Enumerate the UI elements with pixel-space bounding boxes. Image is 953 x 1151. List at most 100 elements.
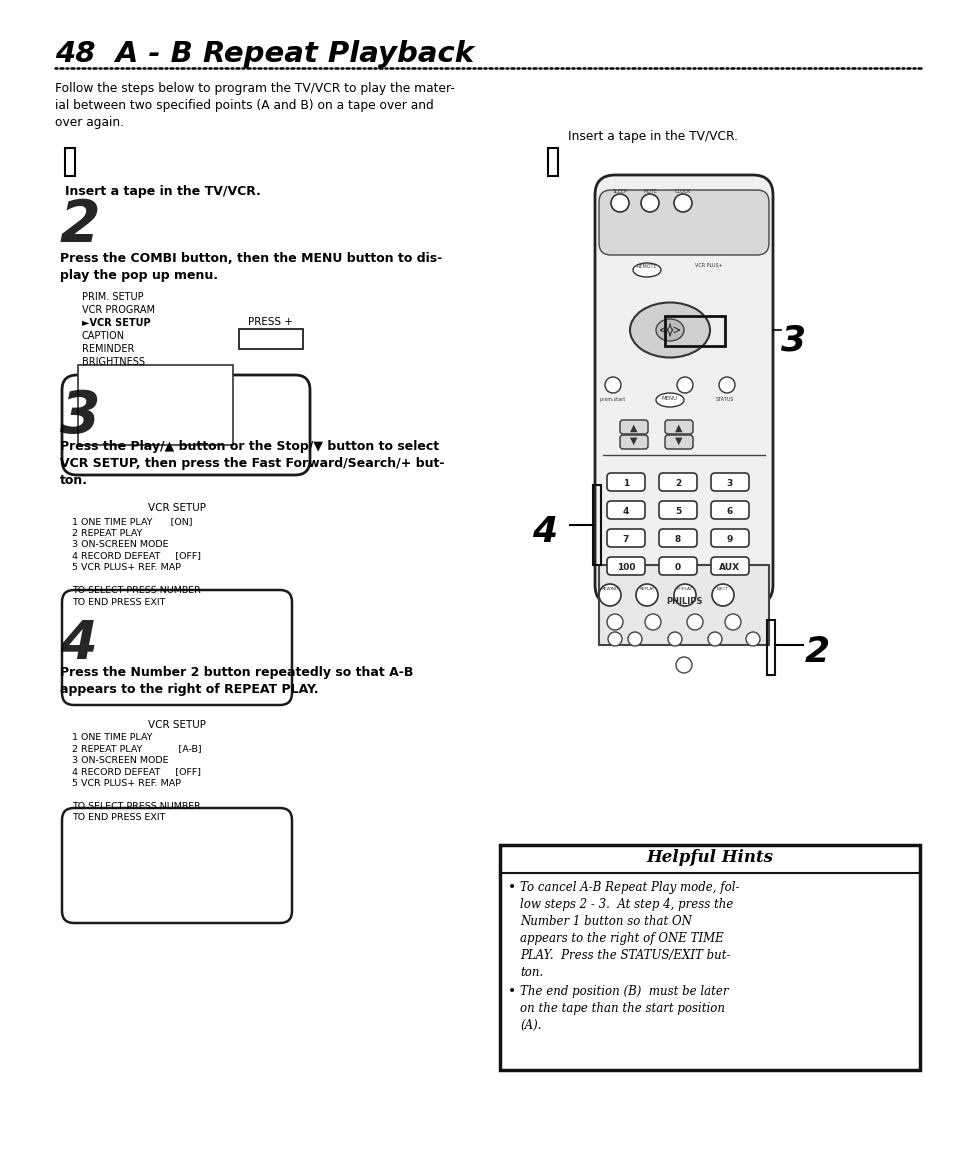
Circle shape xyxy=(644,613,660,630)
FancyBboxPatch shape xyxy=(710,473,748,491)
Circle shape xyxy=(667,632,681,646)
Text: MUTE: MUTE xyxy=(642,189,657,195)
Text: ▼: ▼ xyxy=(630,436,638,445)
Circle shape xyxy=(627,632,641,646)
Text: PHILIPS: PHILIPS xyxy=(665,597,701,605)
FancyBboxPatch shape xyxy=(659,501,697,519)
Text: SLEEP: SLEEP xyxy=(612,189,627,195)
Circle shape xyxy=(724,613,740,630)
Text: 1: 1 xyxy=(622,479,628,488)
Text: 3 ON-SCREEN MODE: 3 ON-SCREEN MODE xyxy=(71,540,169,549)
Circle shape xyxy=(707,632,721,646)
Bar xyxy=(78,365,233,445)
Circle shape xyxy=(745,632,760,646)
Text: AUX: AUX xyxy=(719,563,740,572)
Ellipse shape xyxy=(633,262,660,277)
Text: 2 REPEAT PLAY: 2 REPEAT PLAY xyxy=(71,528,142,538)
Text: 1 ONE TIME PLAY: 1 ONE TIME PLAY xyxy=(71,733,152,742)
Text: REMINDER: REMINDER xyxy=(82,344,134,355)
Text: BRIGHTNESS: BRIGHTNESS xyxy=(82,357,145,367)
Circle shape xyxy=(640,195,659,212)
Circle shape xyxy=(610,195,628,212)
Circle shape xyxy=(711,584,733,605)
Text: TO END PRESS EXIT: TO END PRESS EXIT xyxy=(71,814,165,823)
FancyBboxPatch shape xyxy=(62,375,310,475)
Ellipse shape xyxy=(656,392,683,407)
Circle shape xyxy=(598,584,620,605)
Text: To cancel A-B Repeat Play mode, fol-
low steps 2 - 3.  At step 4, press the
Numb: To cancel A-B Repeat Play mode, fol- low… xyxy=(519,881,739,980)
Text: REWIND: REWIND xyxy=(601,587,618,590)
Ellipse shape xyxy=(656,319,683,341)
FancyBboxPatch shape xyxy=(595,175,772,605)
Text: Insert a tape in the TV/VCR.: Insert a tape in the TV/VCR. xyxy=(567,130,738,143)
FancyBboxPatch shape xyxy=(619,420,647,434)
Circle shape xyxy=(719,378,734,392)
Text: 2: 2 xyxy=(60,197,100,254)
Text: ▼: ▼ xyxy=(675,436,682,445)
Bar xyxy=(766,620,774,674)
Text: 4: 4 xyxy=(532,514,557,549)
Text: VCR PROGRAM: VCR PROGRAM xyxy=(82,305,154,315)
Bar xyxy=(547,148,558,176)
Text: 8: 8 xyxy=(674,535,680,544)
FancyBboxPatch shape xyxy=(606,473,644,491)
Text: REMOTE: REMOTE xyxy=(636,264,657,269)
Text: STATUS: STATUS xyxy=(715,397,734,402)
Text: 2 REPEAT PLAY            [A-B]: 2 REPEAT PLAY [A-B] xyxy=(71,745,201,754)
Text: EJECT: EJECT xyxy=(717,587,728,590)
Text: 3 ON-SCREEN MODE: 3 ON-SCREEN MODE xyxy=(71,756,169,765)
Text: MENU: MENU xyxy=(661,396,678,401)
Circle shape xyxy=(636,584,658,605)
Bar xyxy=(664,317,724,346)
Text: 4: 4 xyxy=(60,618,96,670)
Text: 6: 6 xyxy=(726,506,732,516)
Text: 3: 3 xyxy=(726,479,732,488)
FancyBboxPatch shape xyxy=(710,557,748,576)
Circle shape xyxy=(607,632,621,646)
FancyBboxPatch shape xyxy=(62,808,292,923)
FancyBboxPatch shape xyxy=(62,590,292,706)
Text: 5 VCR PLUS+ REF. MAP: 5 VCR PLUS+ REF. MAP xyxy=(71,563,181,572)
FancyBboxPatch shape xyxy=(659,557,697,576)
Circle shape xyxy=(606,613,622,630)
Text: 3: 3 xyxy=(60,388,100,445)
Text: VCR PLUS+: VCR PLUS+ xyxy=(695,262,722,268)
Text: TO END PRESS EXIT: TO END PRESS EXIT xyxy=(71,597,165,607)
Circle shape xyxy=(673,584,696,605)
Text: ▲: ▲ xyxy=(630,424,638,433)
Text: PRESS +: PRESS + xyxy=(248,317,294,327)
Text: 5: 5 xyxy=(674,506,680,516)
Text: Press the COMBI button, then the MENU button to dis-
play the pop up menu.: Press the COMBI button, then the MENU bu… xyxy=(60,252,442,282)
Bar xyxy=(598,565,768,645)
FancyBboxPatch shape xyxy=(239,329,303,349)
Text: 100: 100 xyxy=(616,563,635,572)
Text: pram.start: pram.start xyxy=(599,397,625,402)
Text: 4 RECORD DEFEAT     [OFF]: 4 RECORD DEFEAT [OFF] xyxy=(71,768,201,777)
Text: VCR SETUP: VCR SETUP xyxy=(148,503,206,513)
FancyBboxPatch shape xyxy=(659,473,697,491)
Text: 1 ONE TIME PLAY      [ON]: 1 ONE TIME PLAY [ON] xyxy=(71,517,193,526)
Circle shape xyxy=(677,378,692,392)
Bar xyxy=(499,845,919,1070)
Text: ►VCR SETUP: ►VCR SETUP xyxy=(82,318,151,328)
Ellipse shape xyxy=(629,303,709,358)
Text: ▲: ▲ xyxy=(675,424,682,433)
Text: 3: 3 xyxy=(781,323,805,357)
FancyBboxPatch shape xyxy=(606,501,644,519)
Circle shape xyxy=(604,378,620,392)
Circle shape xyxy=(676,657,691,673)
Bar xyxy=(65,148,75,176)
Text: The end position (B)  must be later
on the tape than the start position
(A).: The end position (B) must be later on th… xyxy=(519,985,728,1032)
Text: TO SELECT PRESS NUMBER: TO SELECT PRESS NUMBER xyxy=(71,586,200,595)
Text: CAPTION: CAPTION xyxy=(82,331,125,341)
Circle shape xyxy=(686,613,702,630)
Text: FF/PLAY: FF/PLAY xyxy=(677,587,692,590)
FancyBboxPatch shape xyxy=(664,435,692,449)
Circle shape xyxy=(673,195,691,212)
Text: 9: 9 xyxy=(726,535,733,544)
Text: REPLAY: REPLAY xyxy=(639,587,654,590)
Text: 5 VCR PLUS+ REF. MAP: 5 VCR PLUS+ REF. MAP xyxy=(71,779,181,788)
Text: TO SELECT PRESS NUMBER: TO SELECT PRESS NUMBER xyxy=(71,802,200,811)
Text: 4 RECORD DEFEAT     [OFF]: 4 RECORD DEFEAT [OFF] xyxy=(71,551,201,561)
Bar xyxy=(593,485,600,565)
